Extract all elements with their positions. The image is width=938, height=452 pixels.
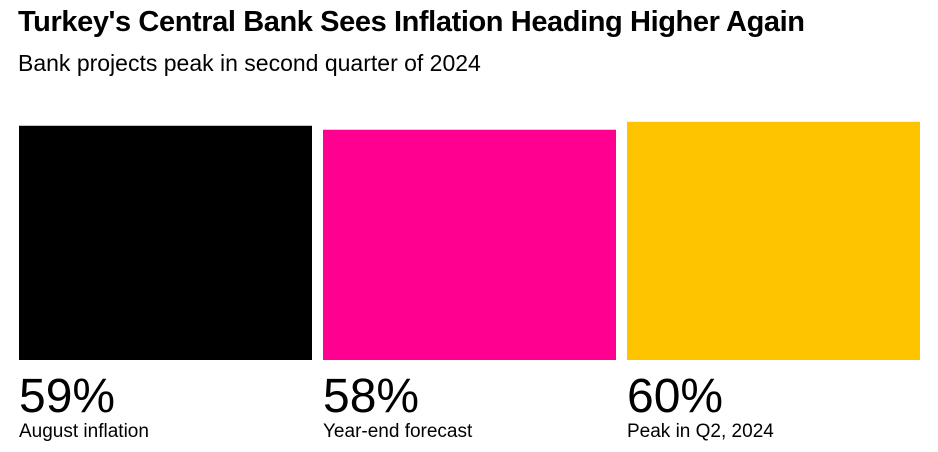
category-label-august-inflation: August inflation xyxy=(19,421,149,442)
chart-title: Turkey's Central Bank Sees Inflation Hea… xyxy=(18,6,805,38)
category-label-year-end-forecast: Year-end forecast xyxy=(323,421,473,442)
chart-subtitle: Bank projects peak in second quarter of … xyxy=(18,50,481,76)
bar-august-inflation xyxy=(19,125,312,361)
category-label-peak-in-q2-2024: Peak in Q2, 2024 xyxy=(627,421,774,442)
value-label-august-inflation: 59% xyxy=(19,370,115,423)
bar-year-end-forecast xyxy=(323,129,616,360)
bar-peak-in-q2-2024 xyxy=(627,121,920,360)
value-label-peak-in-q2-2024: 60% xyxy=(627,370,723,423)
value-label-year-end-forecast: 58% xyxy=(323,370,419,423)
